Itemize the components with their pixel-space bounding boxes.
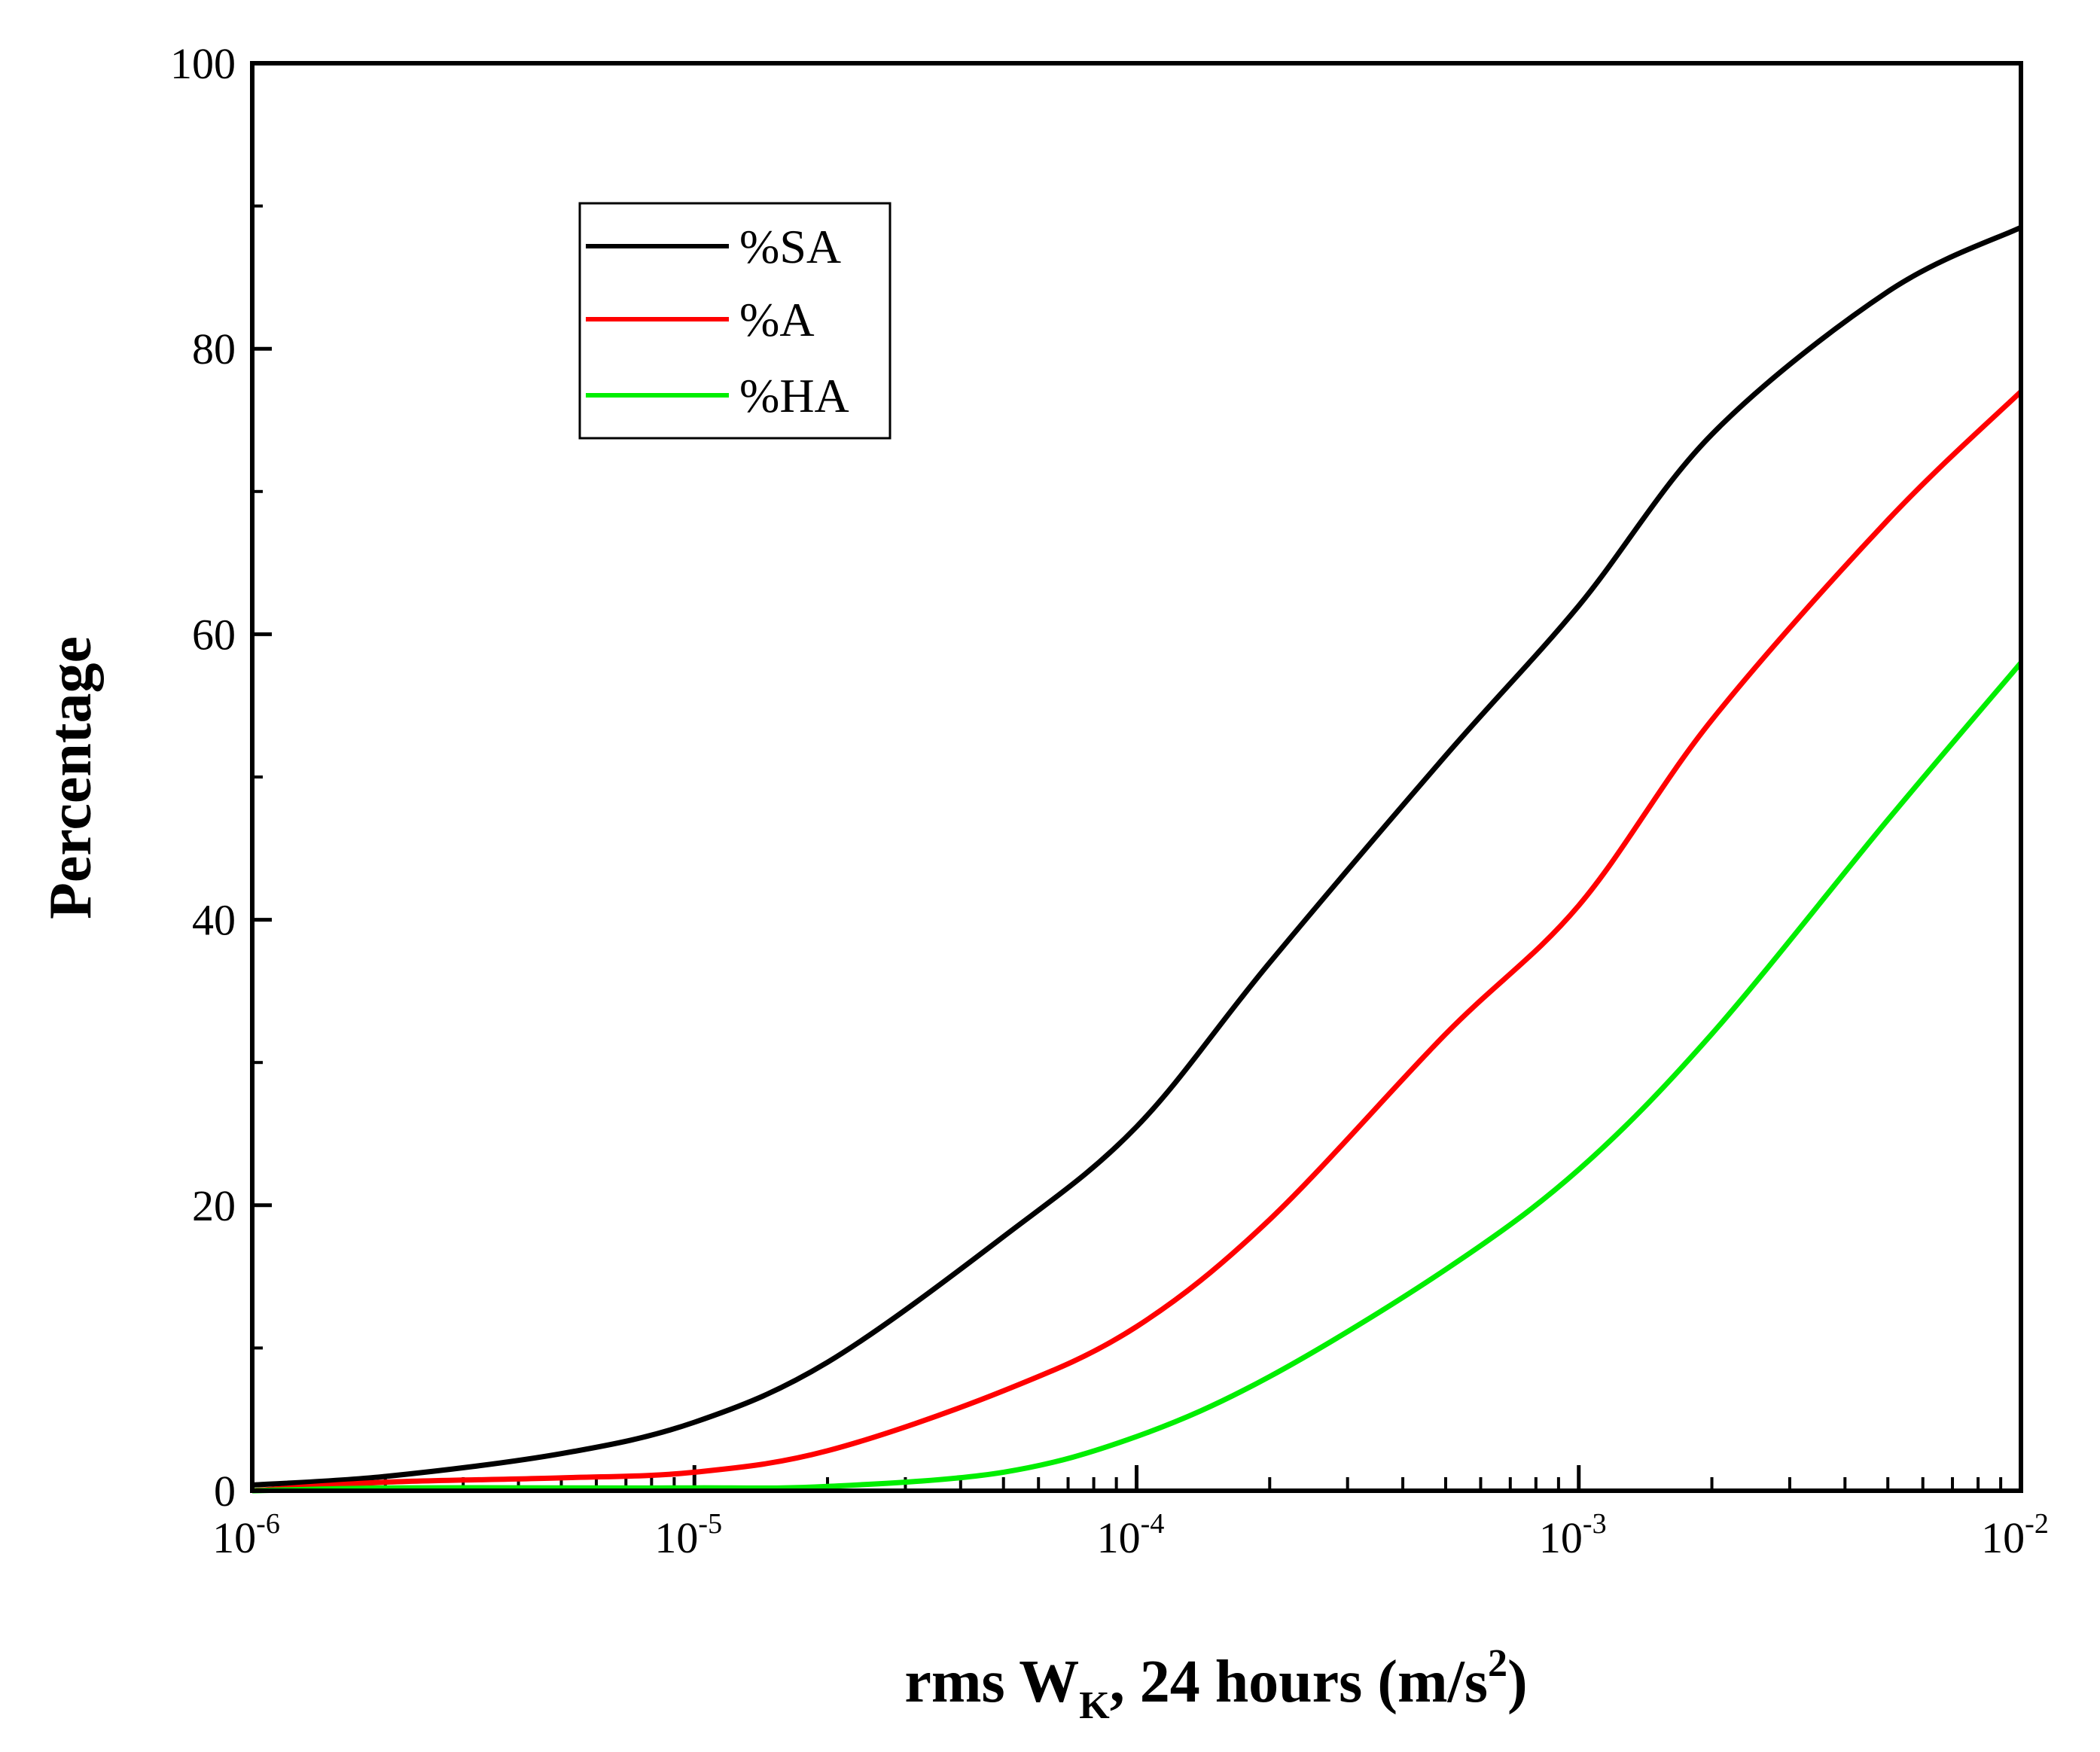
x-axis-title: rms WK, 24 hours (m/s2)	[904, 1642, 1527, 1727]
series-layer	[251, 224, 2023, 1494]
y-tick-label: 80	[192, 325, 236, 373]
series-line-ha	[251, 661, 2023, 1494]
x-axis-title-end: )	[1507, 1649, 1528, 1715]
y-tick-label: 0	[214, 1467, 236, 1516]
series-line-a	[251, 389, 2023, 1494]
x-tick-label: 10-6	[212, 1508, 280, 1562]
x-axis-title-rest: , 24 hours (m/s	[1110, 1649, 1488, 1715]
y-axis-ticks: 0 20 40 60 80 100	[170, 39, 272, 1516]
x-tick-label: 10-2	[1981, 1508, 2049, 1562]
y-tick-label: 60	[192, 610, 236, 659]
y-tick-label: 20	[192, 1181, 236, 1230]
y-tick-label: 40	[192, 896, 236, 945]
legend-label-sa: %SA	[739, 220, 841, 273]
plot-frame	[250, 61, 2023, 1493]
legend-label-ha: %HA	[739, 369, 849, 422]
x-axis-title-main: rms W	[904, 1649, 1079, 1715]
legend-label-a: %A	[739, 293, 815, 346]
y-axis-title: Percentage	[38, 636, 104, 919]
x-axis-title-superscript: 2	[1488, 1642, 1507, 1685]
x-tick-label: 10-3	[1539, 1508, 1607, 1562]
legend: %SA %A %HA	[578, 202, 892, 440]
y-tick-label: 100	[170, 39, 236, 88]
x-axis-title-subscript: K	[1079, 1684, 1110, 1727]
series-line-sa	[251, 224, 2022, 1488]
x-axis-ticks: 10-6 10-5 10-4 10-3 10-2	[212, 1465, 2049, 1562]
x-tick-label: 10-5	[654, 1508, 722, 1562]
x-tick-label: 10-4	[1097, 1508, 1165, 1562]
